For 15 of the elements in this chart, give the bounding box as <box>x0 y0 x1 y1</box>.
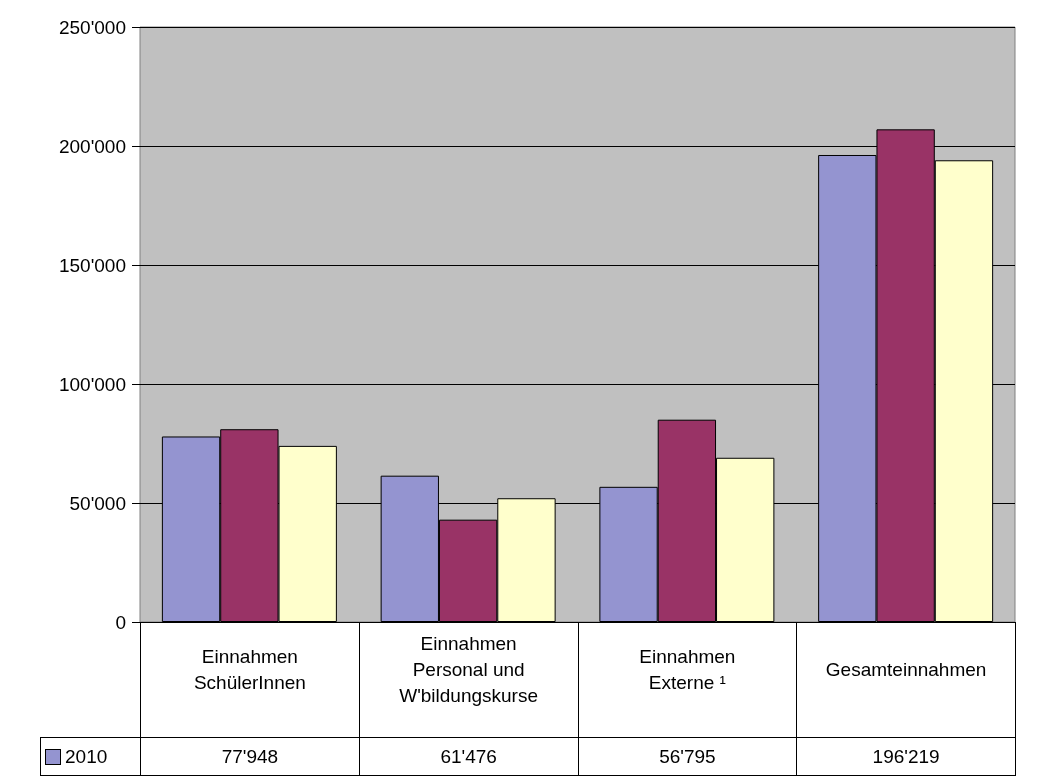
data-label: 56'795 <box>659 745 716 768</box>
x-tick-label: Einnahmen SchülerInnen <box>192 645 307 695</box>
y-tick-label: 200'000 <box>58 135 126 157</box>
y-tick-label: 250'000 <box>58 16 126 38</box>
y-tick-label: 150'000 <box>58 254 126 276</box>
y-tick-label: 50'000 <box>69 492 126 514</box>
data-label: 61'476 <box>440 745 497 768</box>
y-tick-label: 0 <box>115 611 126 633</box>
data-label: 196'219 <box>872 745 940 768</box>
legend-label: 2010 <box>65 745 108 768</box>
x-tick-label: Gesamteinnahmen <box>825 658 987 682</box>
data-label: 77'948 <box>221 745 279 768</box>
x-tick-label: Einnahmen Personal und W'bildungskurse <box>398 632 540 708</box>
x-tick-label: Einnahmen Externe ¹ <box>638 645 737 695</box>
y-tick-label: 100'000 <box>58 373 126 395</box>
